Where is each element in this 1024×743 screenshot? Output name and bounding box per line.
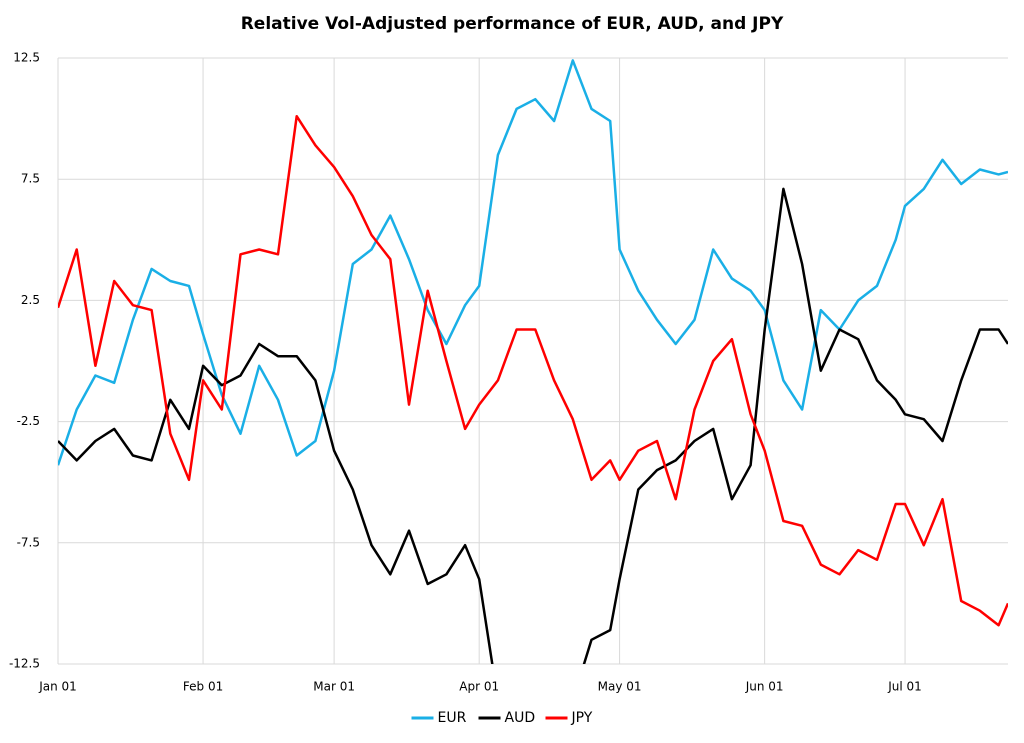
x-tick-label: Feb 01 bbox=[183, 680, 223, 694]
legend-label: AUD bbox=[505, 710, 536, 726]
series-line bbox=[58, 187, 1008, 664]
x-tick-label: Jan 01 bbox=[38, 680, 77, 694]
y-tick-label: 12.5 bbox=[13, 51, 40, 65]
x-tick-label: May 01 bbox=[598, 680, 642, 694]
x-tick-label: Apr 01 bbox=[459, 680, 499, 694]
series-line bbox=[58, 114, 1008, 627]
chart-title: Relative Vol-Adjusted performance of EUR… bbox=[241, 14, 784, 34]
y-tick-label: 2.5 bbox=[21, 293, 40, 307]
y-tick-label: -12.5 bbox=[9, 657, 40, 671]
x-tick-label: Jun 01 bbox=[745, 680, 784, 694]
legend-label: EUR bbox=[438, 710, 467, 726]
legend-label: JPY bbox=[571, 710, 593, 726]
y-tick-label: -7.5 bbox=[17, 535, 40, 549]
series-line bbox=[58, 59, 1008, 466]
y-tick-label: -2.5 bbox=[17, 414, 40, 428]
y-tick-label: 7.5 bbox=[21, 172, 40, 186]
plot-area bbox=[58, 59, 1008, 664]
x-tick-label: Jul 01 bbox=[887, 680, 922, 694]
x-tick-label: Mar 01 bbox=[313, 680, 355, 694]
